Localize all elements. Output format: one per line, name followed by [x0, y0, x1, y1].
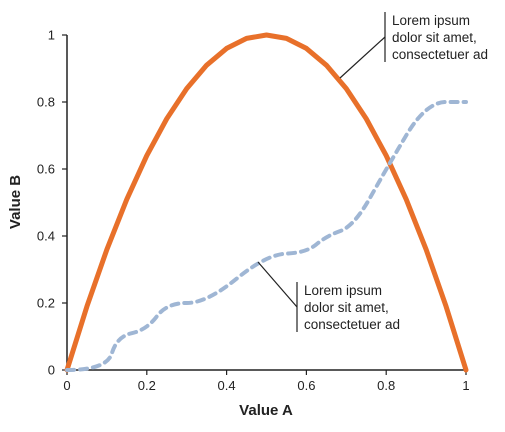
annotation-text: Lorem ipsum: [304, 283, 382, 298]
x-tick-label: 0.4: [218, 378, 236, 393]
annotation-text: consectetuer ad: [304, 317, 400, 332]
series-line-orange: [64, 32, 469, 373]
axes: 0 0.2 0.4 0.6 0.8 1 0 0.2 0.4 0.6 0.8 1: [37, 28, 470, 394]
annotation-leader: [339, 36, 386, 79]
x-axis-title: Value A: [239, 402, 293, 419]
annotations-layer: Lorem ipsum dolor sit amet, consectetuer a…: [257, 12, 488, 332]
y-tick-label: 0.4: [37, 229, 55, 244]
annotation-leader: [257, 261, 298, 308]
y-tick-label: 0.8: [37, 95, 55, 110]
y-axis-title: Value B: [7, 175, 24, 229]
x-tick-label: 1: [462, 378, 469, 393]
x-tick-label: 0: [63, 378, 70, 393]
x-tick-label: 0.2: [138, 378, 156, 393]
x-tick-label: 0.8: [377, 378, 395, 393]
series-line-dashed: [65, 100, 468, 372]
y-tick-label: 0: [48, 363, 55, 378]
y-tick-label: 0.6: [37, 162, 55, 177]
y-tick-label: 1: [48, 28, 55, 43]
annotation: Lorem ipsum dolor sit amet, consectetuer a…: [257, 261, 400, 332]
annotation: Lorem ipsum dolor sit amet, consectetuer a…: [339, 12, 488, 79]
y-tick-label: 0.2: [37, 296, 55, 311]
annotation-text: consectetuer ad: [392, 47, 488, 62]
x-tick-label: 0.6: [297, 378, 315, 393]
annotation-text: dolor sit amet,: [392, 30, 477, 45]
annotation-text: Lorem ipsum: [392, 13, 470, 28]
annotation-text: dolor sit amet,: [304, 300, 389, 315]
series-layer: [64, 32, 469, 373]
